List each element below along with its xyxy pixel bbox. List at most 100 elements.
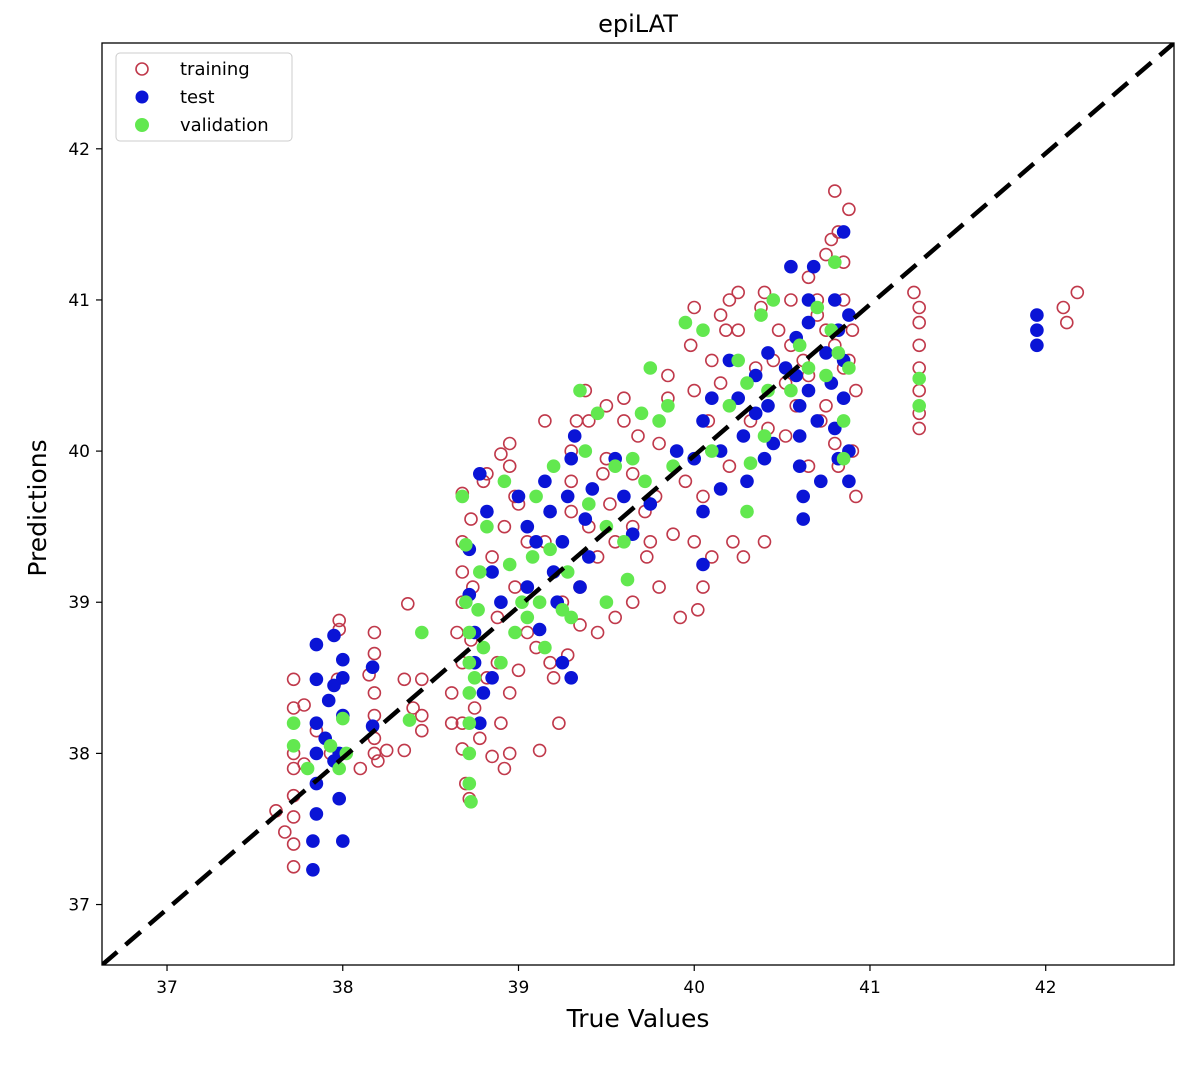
- training-point: [722, 293, 737, 307]
- validation-point: [831, 346, 846, 360]
- training-point: [497, 519, 512, 534]
- training-point: [687, 300, 702, 315]
- training-point: [297, 698, 311, 712]
- validation-point: [455, 489, 470, 504]
- validation-point: [582, 497, 596, 511]
- test-point: [538, 474, 552, 489]
- training-point: [511, 663, 526, 678]
- validation-point: [643, 361, 658, 375]
- test-point: [696, 504, 710, 519]
- test-point: [842, 474, 856, 489]
- training-point: [824, 232, 839, 247]
- training-point: [696, 580, 710, 594]
- validation-point: [801, 361, 816, 375]
- validation-point: [638, 474, 652, 489]
- validation-point: [757, 429, 772, 443]
- validation-point: [578, 444, 593, 458]
- training-point: [467, 701, 482, 715]
- validation-point: [620, 572, 635, 587]
- training-point: [661, 368, 675, 383]
- training-point: [379, 743, 394, 758]
- training-point: [397, 672, 412, 687]
- points-layer: [269, 184, 1085, 877]
- training-point: [397, 743, 412, 758]
- x-tick-label: 37: [156, 978, 178, 998]
- training-point: [552, 716, 566, 731]
- training-point: [455, 565, 470, 579]
- chart-title: epiLAT: [598, 10, 678, 38]
- training-point: [827, 184, 842, 198]
- test-point: [792, 429, 807, 443]
- training-point: [1070, 285, 1085, 300]
- training-point: [464, 512, 478, 526]
- test-point: [757, 451, 772, 466]
- validation-point: [532, 595, 547, 609]
- test-point: [327, 678, 341, 693]
- x-tick-label: 39: [508, 978, 530, 998]
- test-point: [582, 550, 596, 564]
- test-point: [306, 834, 320, 848]
- test-point: [532, 622, 547, 637]
- training-point: [683, 338, 698, 353]
- test-point: [564, 451, 578, 466]
- test-point: [801, 383, 816, 398]
- validation-point: [842, 361, 856, 375]
- x-tick-label: 42: [1035, 978, 1057, 998]
- y-tick-label: 41: [68, 291, 90, 311]
- test-point: [529, 535, 543, 549]
- test-point: [731, 391, 745, 406]
- training-point: [784, 293, 798, 307]
- training-point: [687, 383, 702, 398]
- validation-point: [819, 368, 833, 383]
- legend-training-marker: [135, 62, 149, 76]
- training-point: [726, 534, 740, 549]
- training-point: [538, 414, 552, 428]
- test-point: [643, 497, 658, 511]
- validation-point: [462, 686, 477, 700]
- training-point: [502, 746, 517, 761]
- test-point: [696, 557, 710, 572]
- validation-point: [471, 603, 485, 617]
- test-point: [564, 671, 578, 685]
- training-point: [502, 436, 517, 451]
- training-point: [731, 285, 746, 300]
- validation-point: [661, 399, 675, 413]
- y-tick-label: 40: [68, 442, 90, 462]
- test-point: [473, 467, 487, 481]
- y-axis-label: Predictions: [23, 439, 52, 576]
- training-point: [639, 550, 654, 564]
- validation-point: [462, 746, 477, 761]
- validation-point: [300, 761, 315, 776]
- test-point: [336, 834, 350, 848]
- y-axis-ticks: 37 38 39 40 41 42: [68, 140, 102, 916]
- training-point: [546, 670, 561, 685]
- test-point: [736, 429, 751, 443]
- training-point: [801, 270, 816, 285]
- validation-point: [696, 323, 710, 338]
- test-point: [485, 565, 499, 579]
- training-point: [590, 625, 605, 640]
- validation-point: [494, 655, 508, 670]
- validation-point: [555, 603, 570, 617]
- y-tick-label: 42: [68, 140, 90, 160]
- test-point: [578, 512, 593, 526]
- training-point: [367, 686, 382, 700]
- legend-validation-label: validation: [180, 115, 269, 136]
- training-point: [502, 686, 517, 700]
- training-point: [367, 746, 382, 761]
- training-point: [367, 625, 382, 640]
- test-point: [748, 406, 763, 421]
- training-point: [286, 837, 301, 851]
- y-tick-label: 37: [68, 896, 90, 916]
- training-point: [414, 723, 429, 738]
- test-point: [792, 459, 807, 474]
- training-point: [819, 247, 833, 262]
- test-point: [309, 746, 324, 761]
- training-point: [771, 323, 786, 338]
- validation-point: [480, 519, 494, 534]
- training-point: [912, 300, 927, 315]
- test-point: [617, 489, 631, 504]
- validation-point: [652, 414, 666, 428]
- test-point: [810, 414, 825, 428]
- training-point: [696, 489, 710, 504]
